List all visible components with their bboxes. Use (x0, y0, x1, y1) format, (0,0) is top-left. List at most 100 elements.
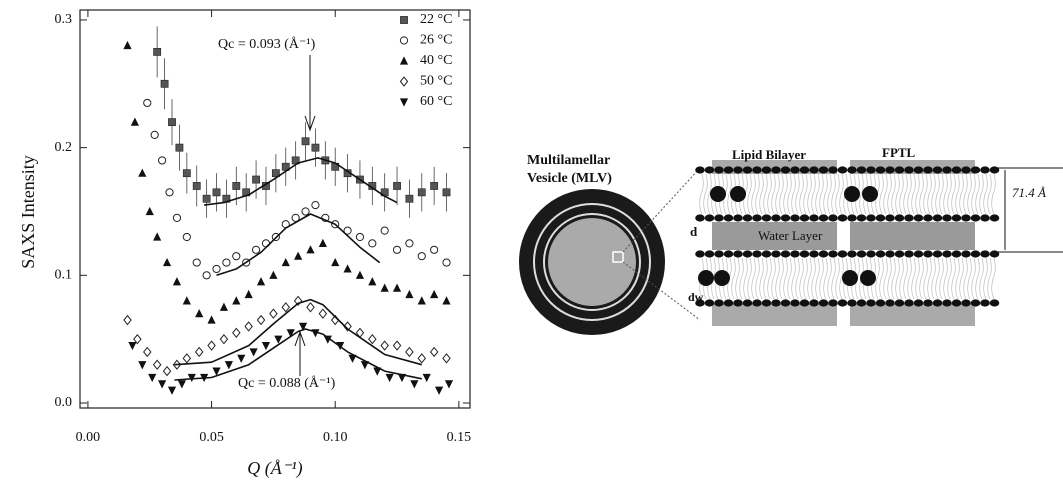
x-tick-label: 0.10 (323, 430, 348, 445)
lipid-head (733, 166, 743, 174)
lipid-head (780, 214, 791, 222)
lipid-head (856, 299, 867, 307)
lipid-tail (967, 257, 972, 300)
lipid-tail (959, 173, 964, 215)
data-point (219, 302, 229, 311)
lipid-head (970, 250, 981, 258)
lipid-tail (967, 173, 972, 215)
data-point (368, 333, 377, 345)
lipid-tail (931, 257, 936, 300)
lipid-head (742, 214, 753, 222)
lipid-tail (915, 257, 920, 300)
fit-curve (216, 213, 381, 277)
lipid-tail (799, 173, 804, 215)
lipid-tail (891, 257, 896, 300)
lipid-head (771, 166, 781, 174)
lipid-head (828, 214, 838, 222)
y-tick-label: 0.1 (55, 268, 73, 283)
data-point (301, 207, 310, 216)
lipid-tail (803, 173, 808, 215)
data-point (281, 257, 290, 267)
legend-label: 22 °C (420, 12, 452, 27)
lipid-head (885, 250, 895, 258)
lipid-head (866, 166, 876, 174)
lipid-head (980, 299, 990, 307)
protein (844, 186, 860, 202)
lipid-tail (787, 257, 792, 300)
lipid-head (942, 214, 952, 222)
data-point (442, 258, 451, 267)
lipid-tail (703, 173, 708, 215)
lipid-head (837, 250, 848, 258)
lipid-head (913, 299, 924, 307)
data-point (212, 188, 221, 197)
lipid-head (809, 166, 819, 174)
lipid-tail (911, 257, 916, 300)
lipid-head (695, 250, 705, 258)
data-point (232, 182, 241, 190)
data-point (160, 79, 169, 88)
lipid-head (818, 214, 829, 222)
lipid-head (723, 299, 734, 307)
data-point (244, 321, 253, 332)
lipid-head (847, 214, 857, 222)
lipid-tail (803, 257, 808, 300)
lipid-head (961, 166, 971, 174)
lipid-head (885, 299, 895, 307)
data-point (145, 206, 154, 216)
lipid-tail (939, 173, 944, 215)
lipid-head (932, 214, 943, 222)
data-point (343, 264, 352, 273)
lipid-head (818, 299, 829, 307)
data-point (417, 252, 426, 261)
lipid-tail (755, 257, 760, 300)
lipid-tail (779, 173, 784, 215)
lipid-tail (763, 173, 768, 215)
data-point (331, 220, 340, 229)
lipid-head (847, 299, 857, 307)
fit-curve (203, 157, 398, 206)
data-point (158, 380, 167, 389)
lipid-tail (883, 173, 888, 215)
lipid-head (847, 250, 857, 258)
lipid-head (961, 250, 971, 258)
protein (714, 270, 730, 286)
y-tick-label: 0.3 (55, 12, 73, 27)
data-point (318, 308, 328, 319)
lipid-tail (839, 257, 844, 300)
data-point (405, 289, 414, 299)
data-point (153, 232, 162, 241)
data-point (232, 296, 241, 305)
data-point (405, 239, 414, 248)
protein (698, 270, 714, 286)
lipid-tail (955, 173, 960, 215)
lipid-tail (763, 257, 768, 300)
lipid-tail (943, 257, 948, 300)
lipid-tail (987, 257, 992, 300)
lipid-tail (887, 257, 892, 300)
lipid-head (761, 250, 772, 258)
data-point (123, 40, 132, 50)
legend-symbol (399, 56, 409, 65)
lipid-tail (807, 173, 812, 215)
vesicle-core (548, 218, 636, 306)
lipid-head (942, 299, 952, 307)
lipid-tail (971, 257, 976, 300)
lipid-head (875, 299, 886, 307)
data-point (123, 314, 132, 326)
lipid-head (913, 166, 924, 174)
lipid-tail (979, 257, 984, 300)
lipid-tail (883, 257, 888, 300)
water-layer (850, 222, 975, 250)
lipid-tail (755, 173, 760, 215)
data-point (192, 182, 201, 190)
lipid-tail (771, 257, 776, 300)
data-point (175, 143, 184, 152)
data-point (323, 335, 332, 344)
data-point (271, 169, 280, 178)
zoom-box (612, 251, 624, 263)
data-point (380, 283, 389, 292)
lipid-tail (699, 173, 704, 215)
lipid-tail (759, 257, 764, 300)
lipid-tail (751, 257, 756, 300)
